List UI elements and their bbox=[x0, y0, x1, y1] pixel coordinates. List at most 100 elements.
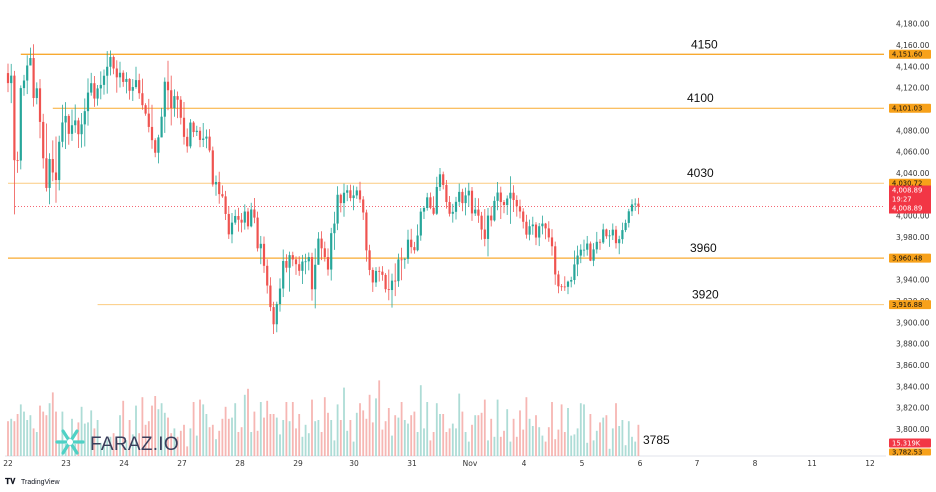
volume-bar bbox=[637, 424, 640, 456]
time-axis[interactable]: 22 23 24 27 28 29 30 31 Nov 4 5 6 7 8 11 12 bbox=[3, 459, 875, 468]
volume-bar bbox=[58, 440, 61, 456]
candle-body bbox=[582, 249, 586, 251]
level-label-4030: 4030 bbox=[687, 166, 714, 180]
candle-body bbox=[304, 261, 307, 263]
candle-body bbox=[288, 255, 291, 268]
candle-body bbox=[426, 197, 429, 208]
candle-body bbox=[106, 66, 109, 76]
level-label-3785: 3785 bbox=[643, 433, 670, 447]
level-lines: 4150 4100 4030 3960 3920 3785 bbox=[8, 37, 884, 447]
volume-bar bbox=[317, 420, 320, 456]
tradingview-footer[interactable]: 𝐓𝐕 TradingView bbox=[5, 477, 60, 486]
candle-body bbox=[99, 84, 102, 89]
volume-bar bbox=[541, 435, 544, 456]
y-tick-label: 3,980.00 bbox=[896, 233, 930, 242]
candle-body bbox=[390, 280, 394, 291]
volume-bar bbox=[128, 420, 131, 456]
candle-body bbox=[234, 216, 237, 223]
volume-bar bbox=[211, 424, 214, 456]
bottom-badge-text: 3,782.53 bbox=[892, 448, 922, 456]
x-tick-label: 29 bbox=[293, 459, 303, 468]
candle-body bbox=[557, 274, 560, 287]
volume-bar bbox=[23, 411, 25, 456]
volume-bar bbox=[327, 412, 329, 456]
candle-body bbox=[298, 264, 301, 271]
volume-bar bbox=[554, 439, 557, 456]
volume-bar bbox=[403, 420, 406, 456]
volume-badge bbox=[889, 438, 931, 448]
volume-bar bbox=[426, 402, 429, 456]
candle-body bbox=[368, 250, 371, 270]
candle-body bbox=[74, 120, 77, 126]
x-tick-label: 4 bbox=[522, 459, 527, 468]
candle-body bbox=[544, 223, 547, 229]
volume-bar bbox=[560, 404, 563, 456]
candle-body bbox=[138, 80, 141, 94]
volume-bar bbox=[227, 418, 230, 456]
volume-bar bbox=[13, 421, 16, 456]
candle-body bbox=[310, 257, 314, 290]
volume-bar bbox=[471, 424, 473, 456]
candle-body bbox=[70, 125, 74, 134]
candle-body bbox=[125, 78, 128, 82]
candle-body bbox=[179, 99, 182, 118]
volume-bar bbox=[247, 388, 249, 456]
candle-body bbox=[550, 237, 554, 247]
candle-body bbox=[563, 286, 566, 288]
volume-bar bbox=[157, 409, 160, 456]
level-badge-4030 bbox=[889, 178, 931, 188]
candle-body bbox=[435, 186, 438, 214]
candle-body bbox=[339, 194, 342, 204]
volume-bar bbox=[135, 405, 137, 456]
volume-bar bbox=[291, 402, 294, 456]
candle-body bbox=[307, 257, 310, 262]
y-tick-label: 3,860.00 bbox=[896, 361, 930, 370]
candle-body bbox=[86, 92, 90, 112]
candle-body bbox=[90, 83, 93, 93]
candle-body bbox=[67, 115, 70, 134]
volume-bar bbox=[301, 436, 304, 456]
volume-bar bbox=[237, 432, 240, 456]
candle-body bbox=[275, 304, 278, 325]
level-badge-3960-text: 3,960.48 bbox=[892, 255, 922, 263]
candle-body bbox=[160, 116, 163, 138]
volume-bar bbox=[595, 430, 598, 456]
volume-bar bbox=[269, 414, 272, 456]
volume-bar bbox=[224, 406, 227, 456]
candle-body bbox=[269, 285, 272, 308]
candle-body bbox=[365, 212, 368, 251]
candle-body bbox=[403, 258, 406, 260]
level-badge-4100 bbox=[889, 103, 931, 113]
volume-bar bbox=[391, 435, 393, 456]
candle-body bbox=[346, 190, 349, 193]
candle-body bbox=[317, 238, 320, 265]
volume-bar bbox=[192, 402, 195, 456]
candle-body bbox=[198, 130, 202, 140]
volume-bar bbox=[115, 440, 118, 456]
volume-bar bbox=[429, 440, 432, 456]
volume-bar bbox=[346, 430, 349, 456]
y-tick-label: 4,120.00 bbox=[896, 84, 930, 93]
price-axis[interactable]: 4,180.004,160.004,140.004,120.004,100.00… bbox=[896, 20, 930, 434]
candle-body bbox=[525, 221, 528, 235]
candle-body bbox=[522, 211, 525, 222]
candle-body bbox=[35, 88, 38, 99]
volume-bar bbox=[323, 397, 326, 456]
volume-bar bbox=[282, 420, 285, 456]
candle-body bbox=[6, 73, 10, 84]
candle-body bbox=[586, 243, 589, 250]
level-badge-3920 bbox=[889, 300, 931, 310]
candle-body bbox=[320, 238, 323, 249]
candle-body bbox=[77, 120, 80, 135]
candle-body bbox=[371, 269, 374, 283]
candle-body bbox=[323, 248, 326, 258]
volume-bar bbox=[535, 415, 537, 456]
volume-bar bbox=[243, 394, 246, 456]
candle-body bbox=[413, 247, 416, 251]
volume-bar bbox=[61, 411, 64, 456]
volume-bar bbox=[378, 380, 381, 456]
candle-body bbox=[387, 289, 390, 291]
volume-bar bbox=[19, 404, 22, 456]
candle-body bbox=[29, 58, 32, 66]
